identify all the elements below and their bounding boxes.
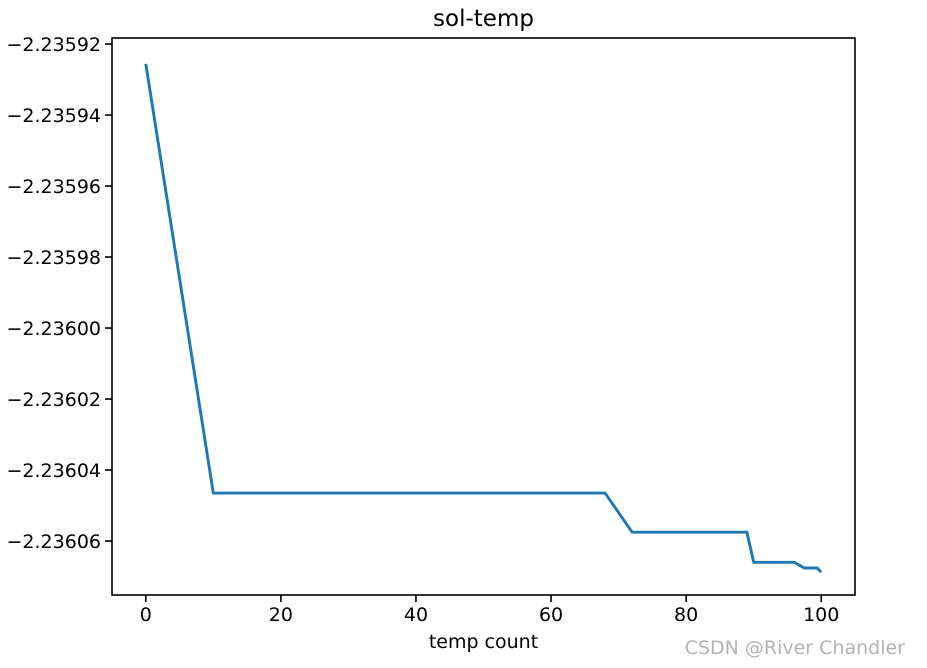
- x-tick-label: 0: [140, 604, 152, 626]
- line-series: [144, 63, 823, 574]
- y-tick-label: −2.23596: [7, 176, 102, 198]
- x-tick-label: 100: [803, 604, 839, 626]
- watermark: CSDN @River Chandler: [684, 637, 905, 659]
- y-tick-label: −2.23604: [7, 460, 102, 482]
- x-axis-label: temp count: [428, 631, 539, 653]
- x-tick-label: 60: [539, 604, 563, 626]
- chart-title: sol-temp: [433, 6, 534, 32]
- x-tick-label: 40: [404, 604, 428, 626]
- y-tick-label: −2.23594: [7, 105, 102, 127]
- y-tick-label: −2.23602: [7, 389, 102, 411]
- plot-area: [111, 37, 856, 596]
- y-tick-label: −2.23606: [7, 531, 102, 553]
- y-tick-label: −2.23592: [7, 34, 102, 56]
- y-tick-label: −2.23598: [7, 247, 102, 269]
- y-tick-label: −2.23600: [7, 318, 102, 340]
- x-tick-label: 80: [674, 604, 698, 626]
- x-tick-label: 20: [269, 604, 293, 626]
